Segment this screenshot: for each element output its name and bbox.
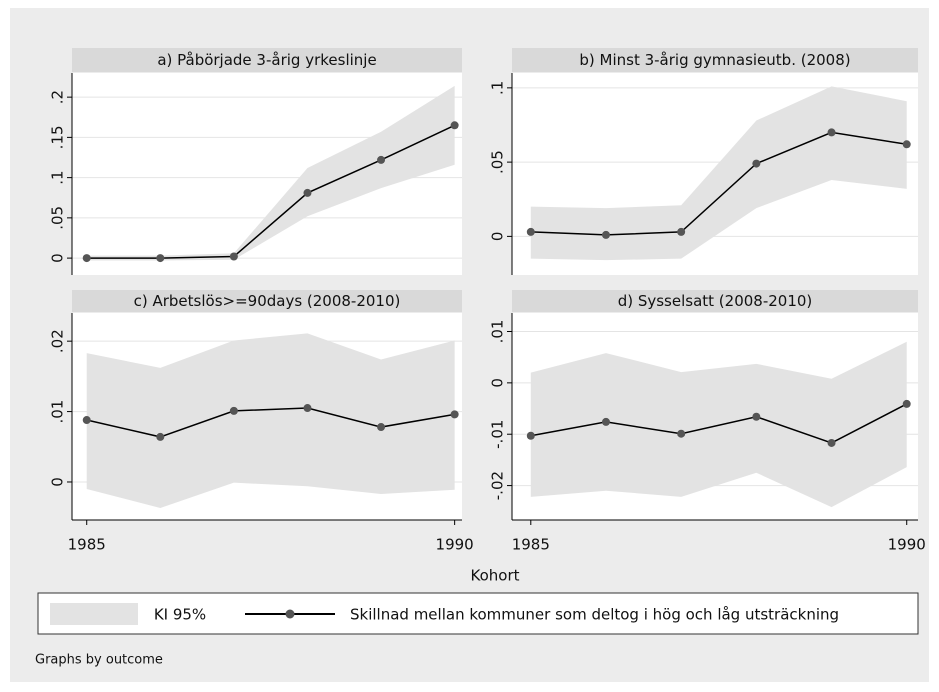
- point: [827, 128, 836, 137]
- line: [530, 403, 908, 444]
- y-tick-label: .1: [49, 170, 67, 184]
- point: [526, 431, 535, 440]
- panel-header: [72, 48, 462, 72]
- point: [450, 410, 459, 419]
- x-axis-label: Kohort: [471, 567, 520, 585]
- legend-label: Skillnad mellan kommuner som deltog i hö…: [350, 606, 839, 624]
- x-tick-label: 1985: [512, 536, 550, 554]
- y-tick-label: .05: [49, 206, 67, 230]
- y-tick-label: -.02: [489, 471, 507, 500]
- y-tick-label: .15: [49, 125, 67, 149]
- point: [156, 254, 165, 263]
- point: [601, 230, 610, 239]
- y-tick-label: .02: [49, 329, 67, 353]
- panel-title: c) Arbetslös>=90days (2008-2010): [134, 292, 401, 310]
- y-tick-label: -.01: [489, 420, 507, 449]
- y-tick-label: 0: [489, 378, 507, 388]
- point: [827, 438, 836, 447]
- panel-title: a) Påbörjade 3-årig yrkeslinje: [157, 51, 376, 69]
- point: [156, 432, 165, 441]
- y-tick-label: .1: [489, 81, 507, 95]
- y-tick-label: 0: [49, 253, 67, 263]
- y-tick-label: .01: [49, 400, 67, 424]
- y-tick-label: 0: [49, 477, 67, 487]
- x-tick-label: 1985: [68, 536, 106, 554]
- line: [86, 124, 455, 259]
- point: [229, 252, 238, 261]
- point: [303, 188, 312, 197]
- panel-header: [72, 290, 462, 312]
- y-tick-label: .05: [489, 150, 507, 174]
- confidence-band: [530, 86, 907, 261]
- point: [902, 140, 911, 149]
- panel-header: [512, 48, 918, 72]
- y-tick-label: 0: [489, 232, 507, 242]
- point: [377, 423, 386, 432]
- y-tick-label: .2: [49, 90, 67, 104]
- point: [450, 121, 459, 130]
- point: [752, 159, 761, 168]
- panel-title: b) Minst 3-årig gymnasieutb. (2008): [579, 51, 850, 69]
- point: [303, 404, 312, 413]
- legend-band-swatch: [50, 603, 138, 625]
- panel-title: d) Sysselsatt (2008-2010): [618, 292, 813, 310]
- point: [377, 155, 386, 164]
- panel-header: [512, 290, 918, 312]
- point: [752, 412, 761, 421]
- legend-marker: [285, 609, 295, 619]
- point: [82, 254, 91, 263]
- point: [677, 227, 686, 236]
- confidence-band: [86, 333, 455, 509]
- point: [526, 227, 535, 236]
- point: [677, 429, 686, 438]
- legend-label: KI 95%: [154, 606, 206, 624]
- legend-box: [37, 592, 919, 635]
- x-tick-label: 1990: [436, 536, 474, 554]
- point: [601, 417, 610, 426]
- y-tick-label: .01: [489, 320, 507, 344]
- confidence-band: [530, 341, 907, 508]
- point: [82, 416, 91, 425]
- line: [86, 407, 455, 438]
- note: Graphs by outcome: [35, 653, 163, 668]
- line: [530, 131, 907, 236]
- point: [902, 399, 911, 408]
- point: [229, 406, 238, 415]
- x-tick-label: 1990: [888, 536, 926, 554]
